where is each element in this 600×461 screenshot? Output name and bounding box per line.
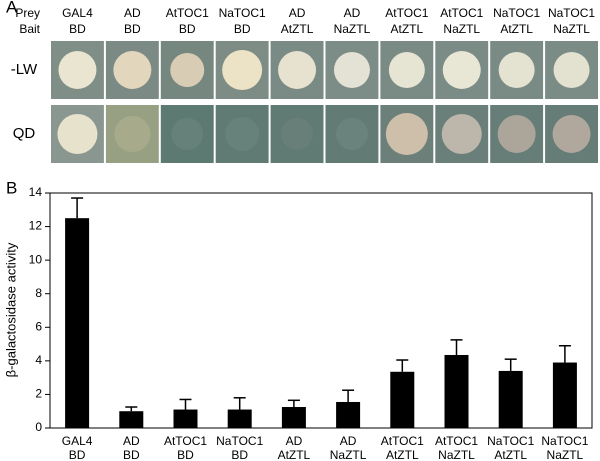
x-tick-label: NaZTL bbox=[547, 448, 584, 461]
y-axis-label: β-galactosidase activity bbox=[3, 242, 18, 377]
column-label: AD bbox=[344, 6, 361, 20]
x-tick-label: AtTOC1 bbox=[164, 434, 207, 448]
colony bbox=[113, 51, 152, 89]
x-tick-label: AtTOC1 bbox=[381, 434, 424, 448]
x-tick-label: NaTOC1 bbox=[541, 434, 588, 448]
colony bbox=[170, 53, 205, 87]
x-tick-label: NaTOC1 bbox=[487, 434, 534, 448]
y-tick-label: 10 bbox=[29, 252, 43, 266]
colony bbox=[441, 114, 482, 154]
bar bbox=[498, 370, 523, 428]
x-tick-label: AD bbox=[340, 434, 357, 448]
panel-label: B bbox=[6, 178, 17, 197]
colony bbox=[497, 115, 536, 153]
bar bbox=[552, 362, 577, 428]
bar bbox=[444, 354, 469, 428]
column-label: AtTOC1 bbox=[440, 6, 483, 20]
prey-label: Prey bbox=[15, 6, 40, 20]
x-tick-label: GAL4 bbox=[62, 434, 93, 448]
colony bbox=[552, 115, 591, 153]
bar bbox=[227, 409, 252, 428]
x-tick-label: NaZTL bbox=[330, 448, 367, 461]
column-label: AtTOC1 bbox=[166, 6, 209, 20]
x-tick-label: BD bbox=[231, 448, 248, 461]
x-tick-label: BD bbox=[123, 448, 140, 461]
row-label: QD bbox=[13, 125, 36, 142]
column-label: BD bbox=[234, 22, 251, 36]
x-tick-label: BD bbox=[69, 448, 86, 461]
column-label: AtTOC1 bbox=[385, 6, 428, 20]
colony bbox=[171, 118, 204, 150]
row-label: -LW bbox=[11, 61, 38, 78]
x-tick-label: NaZTL bbox=[438, 448, 475, 461]
colony bbox=[553, 52, 590, 88]
x-tick-label: AD bbox=[286, 434, 303, 448]
y-tick-label: 8 bbox=[35, 286, 42, 300]
column-label: AtZTL bbox=[391, 22, 424, 36]
bait-label: Bait bbox=[19, 22, 40, 36]
colony bbox=[278, 51, 317, 89]
y-tick-label: 14 bbox=[29, 185, 43, 199]
colony bbox=[333, 52, 370, 88]
column-label: NaTOC1 bbox=[219, 6, 266, 20]
panel-label: A bbox=[6, 0, 18, 16]
bar bbox=[336, 401, 361, 428]
colony bbox=[498, 52, 535, 88]
column-label: BD bbox=[124, 22, 141, 36]
column-label: NaZTL bbox=[443, 22, 480, 36]
column-label: AtZTL bbox=[500, 22, 533, 36]
column-label: BD bbox=[179, 22, 196, 36]
x-tick-label: AtTOC1 bbox=[435, 434, 478, 448]
colony bbox=[58, 51, 97, 89]
colony bbox=[114, 116, 151, 152]
column-label: NaZTL bbox=[334, 22, 371, 36]
y-tick-label: 12 bbox=[29, 219, 43, 233]
x-tick-label: AtZTL bbox=[386, 448, 419, 461]
column-label: AD bbox=[289, 6, 306, 20]
bar bbox=[281, 407, 306, 428]
column-label: GAL4 bbox=[62, 6, 93, 20]
colony bbox=[385, 113, 428, 155]
x-tick-label: AD bbox=[123, 434, 140, 448]
colony bbox=[57, 114, 98, 154]
x-tick-label: NaTOC1 bbox=[216, 434, 263, 448]
y-tick-label: 0 bbox=[35, 420, 42, 434]
bar bbox=[65, 218, 90, 428]
column-label: AD bbox=[124, 6, 141, 20]
y-tick-label: 2 bbox=[35, 387, 42, 401]
colony bbox=[388, 52, 425, 88]
y-tick-label: 4 bbox=[35, 353, 42, 367]
colony bbox=[222, 50, 263, 90]
bar bbox=[173, 409, 198, 428]
x-tick-label: AtZTL bbox=[278, 448, 311, 461]
bar bbox=[119, 411, 144, 428]
column-label: BD bbox=[69, 22, 86, 36]
column-label: AtZTL bbox=[281, 22, 314, 36]
column-label: NaTOC1 bbox=[493, 6, 540, 20]
colony bbox=[281, 118, 314, 150]
plot-frame bbox=[49, 192, 593, 429]
column-label: NaZTL bbox=[553, 22, 590, 36]
bar bbox=[390, 371, 415, 428]
colony bbox=[335, 118, 368, 150]
y-tick-label: 6 bbox=[35, 319, 42, 333]
x-tick-label: BD bbox=[177, 448, 194, 461]
colony bbox=[442, 51, 481, 89]
column-label: NaTOC1 bbox=[548, 6, 595, 20]
colony bbox=[225, 117, 260, 151]
x-tick-label: AtZTL bbox=[494, 448, 527, 461]
